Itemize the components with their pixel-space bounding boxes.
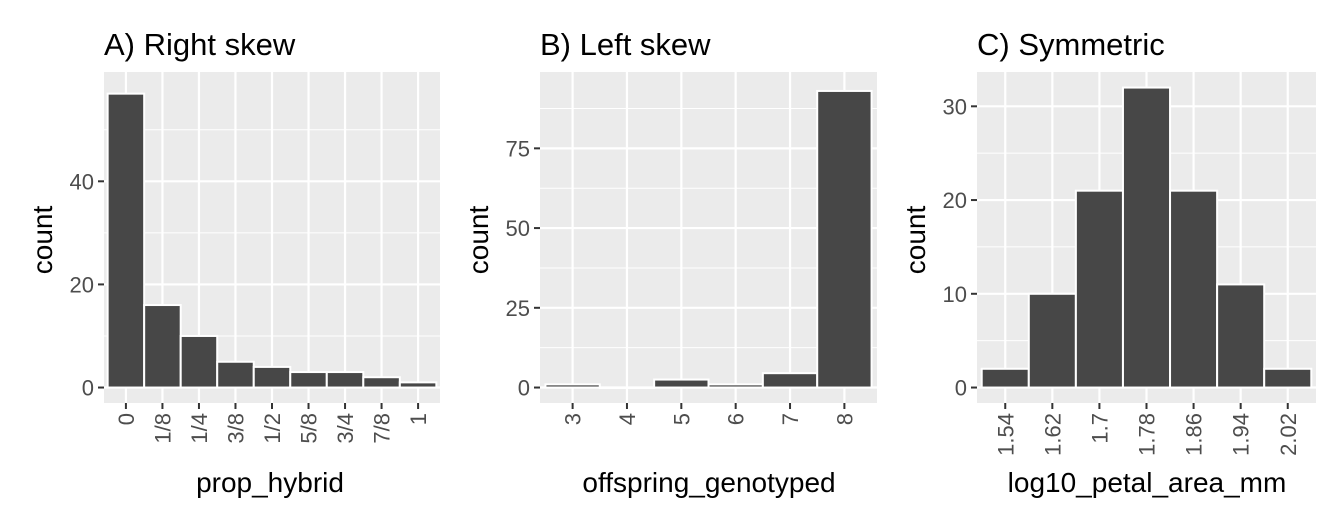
bar-1.54 — [980, 367, 1030, 389]
y-tick-label: 0 — [82, 376, 94, 401]
bar-1.86 — [1169, 189, 1219, 389]
bar-3 — [544, 383, 601, 389]
y-tick-label: 75 — [506, 136, 530, 161]
y-tick-label: 30 — [943, 94, 967, 119]
y-tick-label: 40 — [70, 169, 94, 194]
bar-1 — [398, 381, 438, 389]
x-tick-label: 7 — [778, 413, 803, 425]
panel-symmetric: C) Symmetric count log10_petal_area_mm 0… — [900, 27, 1316, 498]
bar-3/8 — [216, 360, 255, 389]
y-axis-label: count — [27, 206, 58, 275]
panel-title: C) Symmetric — [977, 27, 1165, 62]
y-tick-label: 20 — [943, 188, 967, 213]
bar-5 — [653, 378, 710, 389]
x-tick-label: 2.02 — [1276, 413, 1301, 456]
y-tick-label: 20 — [70, 272, 94, 297]
x-tick-label: 1.94 — [1229, 413, 1254, 456]
x-tick-label: 1.54 — [993, 413, 1018, 456]
x-tick-label: 3/8 — [223, 413, 248, 444]
x-tick-label: 1/8 — [150, 413, 175, 444]
x-tick-label: 1 — [406, 413, 431, 425]
bar-1.78 — [1121, 86, 1172, 389]
panel-right-skew: A) Right skew count prop_hybrid 0 20 40 0 1/… — [27, 27, 440, 498]
bar-7 — [761, 372, 819, 389]
x-axis-label: prop_hybrid — [196, 467, 344, 498]
x-axis-label: offspring_genotyped — [582, 467, 835, 498]
x-tick-label: 3/4 — [333, 413, 358, 444]
y-tick-label: 25 — [506, 296, 530, 321]
x-tick-label: 1.62 — [1040, 413, 1065, 456]
x-tick-label: 3 — [561, 413, 586, 425]
bar-8 — [816, 89, 873, 389]
x-tick-label: 0 — [114, 413, 139, 425]
bar-1/8 — [143, 304, 182, 389]
panel-left-skew: B) Left skew count offspring_genotyped 0… — [463, 27, 877, 498]
x-tick-label: 1.78 — [1135, 413, 1160, 456]
bar-4 — [598, 386, 656, 390]
y-axis-label: count — [900, 206, 931, 275]
bar-1.7 — [1074, 189, 1124, 389]
x-tick-label: 1.7 — [1087, 413, 1112, 444]
plot-area: 0 20 40 0 1/8 1/4 3/8 1/2 5/8 3/4 7/8 1 — [70, 72, 440, 444]
bar-1/4 — [179, 334, 219, 389]
x-tick-label: 6 — [724, 413, 749, 425]
x-tick-label: 8 — [832, 413, 857, 425]
x-tick-label: 4 — [615, 413, 640, 425]
x-tick-label: 1/2 — [260, 413, 285, 444]
y-axis-label: count — [463, 206, 494, 275]
bar-1.62 — [1027, 292, 1077, 389]
y-tick-label: 50 — [506, 216, 530, 241]
bar-2.02 — [1263, 367, 1313, 389]
x-tick-label: 1.86 — [1182, 413, 1207, 456]
x-tick-label: 5/8 — [297, 413, 322, 444]
x-tick-label: 1/4 — [187, 413, 212, 444]
panel-title: A) Right skew — [104, 27, 296, 62]
x-tick-label: 7/8 — [370, 413, 395, 444]
x-tick-label: 5 — [669, 413, 694, 425]
panel-title: B) Left skew — [540, 27, 711, 62]
bar-1/2 — [252, 365, 292, 389]
y-tick-label: 10 — [943, 282, 967, 307]
plot-area: 0 25 50 75 3 4 5 6 7 8 — [506, 72, 877, 425]
bar-0 — [106, 92, 146, 389]
y-tick-label: 0 — [518, 376, 530, 401]
y-tick-label: 0 — [955, 376, 967, 401]
plot-area: 0 10 20 30 1.54 1.62 1.7 1.78 1.86 1.94 2.02 — [943, 72, 1316, 456]
bar-6 — [707, 383, 764, 389]
bar-5/8 — [289, 371, 328, 389]
bar-1.94 — [1216, 283, 1266, 389]
bar-3/4 — [325, 371, 365, 389]
bar-7/8 — [362, 376, 401, 389]
x-axis-label: log10_petal_area_mm — [1008, 467, 1287, 498]
